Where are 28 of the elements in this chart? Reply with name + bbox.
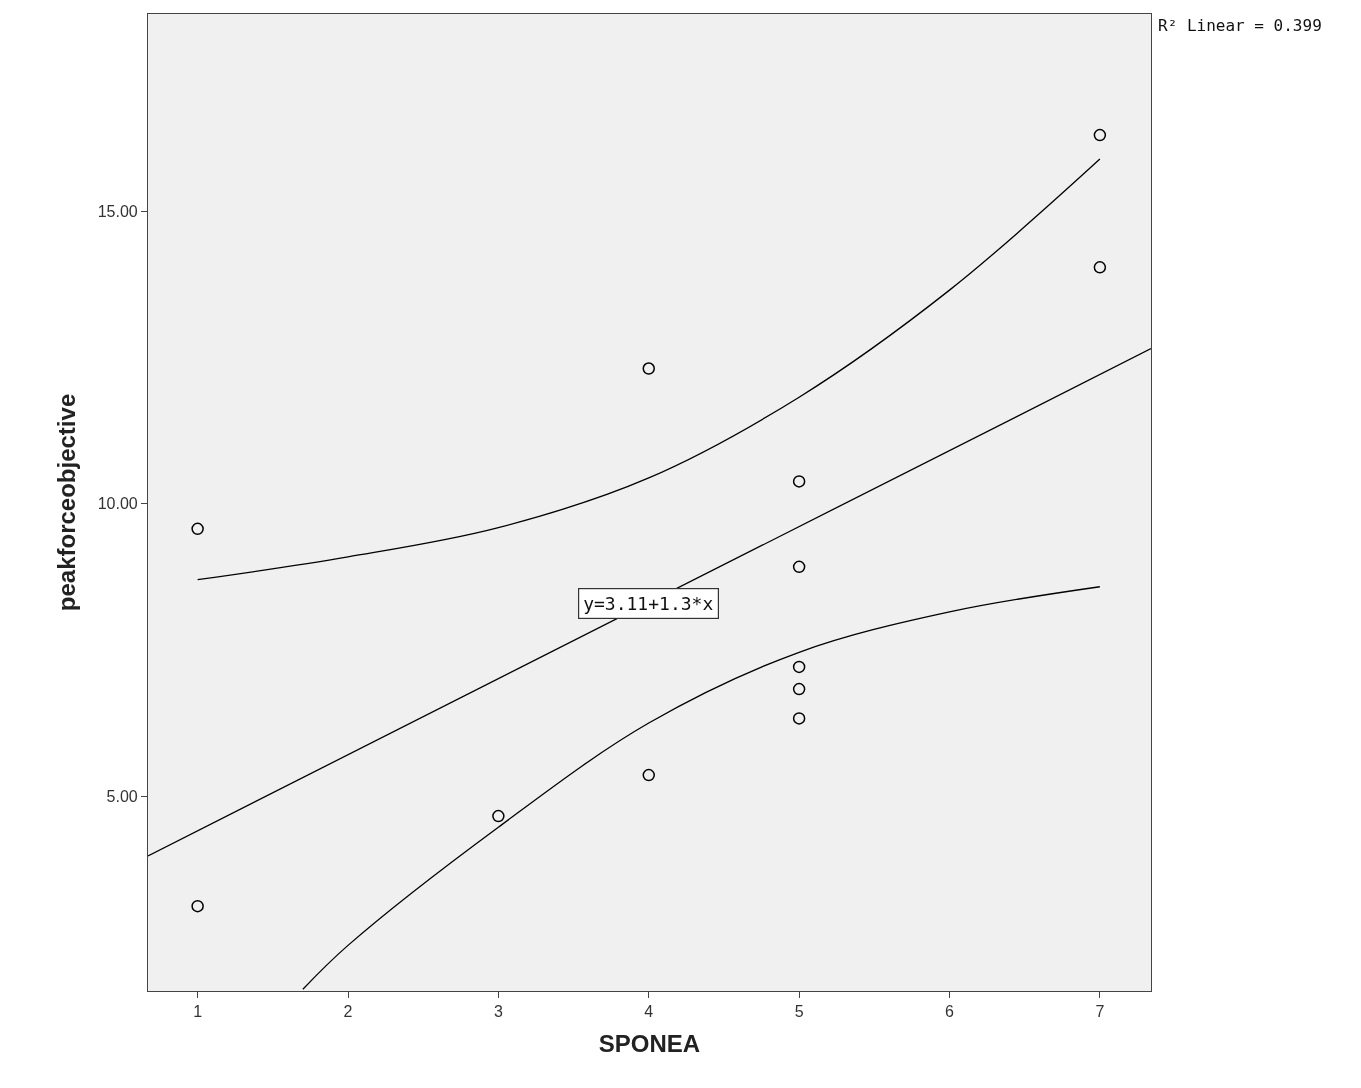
line-series [302, 586, 1101, 990]
x-tick-label: 6 [945, 1003, 955, 1021]
point [792, 560, 806, 574]
point [1093, 261, 1107, 274]
point [792, 475, 806, 488]
point [792, 660, 806, 674]
point [191, 899, 204, 913]
y-tick-label: 5.00 [106, 787, 138, 805]
x-axis-title: SPONEA [598, 1029, 701, 1057]
x-tick-label: 4 [644, 1003, 654, 1021]
x-tick-label: 7 [1095, 1003, 1105, 1021]
point [792, 712, 806, 725]
point [642, 362, 655, 375]
x-tick-label: 2 [343, 1003, 353, 1021]
x-tick-label: 3 [493, 1003, 503, 1021]
point [191, 522, 204, 536]
point [1093, 128, 1107, 142]
x-tick-label: 5 [794, 1003, 804, 1021]
point [642, 768, 655, 782]
line-series [196, 158, 1101, 581]
text: R² Linear = 0.399 [1158, 16, 1322, 35]
y-tick-label: 15.00 [97, 202, 138, 220]
y-axis-title: peakforceobjective [52, 393, 80, 612]
annotation: y=3.11+1.3*x [583, 593, 714, 615]
point [792, 682, 806, 696]
x-tick-label: 1 [193, 1003, 203, 1021]
point [492, 809, 505, 823]
y-tick-label: 10.00 [97, 495, 138, 513]
